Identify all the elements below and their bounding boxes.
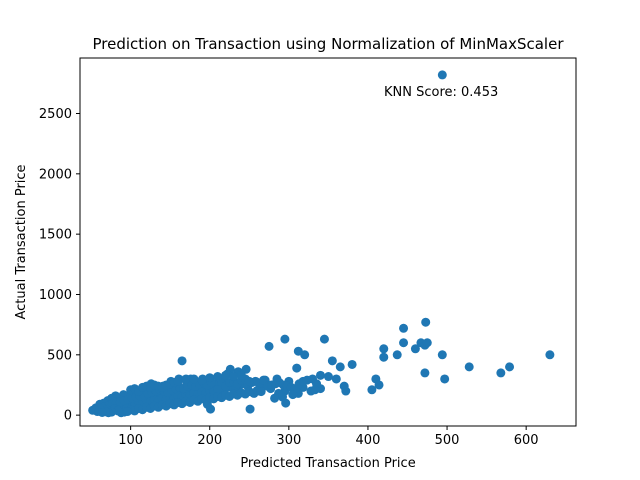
data-point-271	[97, 407, 107, 417]
data-point-285	[181, 374, 191, 384]
data-point-162	[244, 376, 254, 386]
data-point-9	[335, 362, 345, 372]
data-point-302	[421, 317, 431, 327]
data-point-124	[302, 375, 312, 385]
data-point-295	[392, 350, 402, 360]
data-point-16	[323, 372, 333, 382]
y-tick-label-1: 500	[47, 348, 72, 363]
data-points	[88, 70, 555, 418]
data-point-1	[177, 356, 187, 366]
y-tick-label-2: 1000	[39, 288, 72, 303]
data-point-312	[374, 380, 384, 390]
data-point-34	[241, 364, 251, 374]
data-point-291	[228, 372, 238, 382]
data-point-191	[213, 385, 223, 395]
data-point-287	[197, 375, 207, 385]
x-tick-label-3: 400	[356, 433, 381, 448]
data-point-3	[280, 334, 290, 344]
data-point-309	[545, 350, 555, 360]
data-point-0	[437, 70, 447, 80]
plot-frame	[79, 57, 577, 427]
data-point-8	[327, 356, 337, 366]
data-point-293	[379, 344, 389, 354]
data-point-289	[213, 372, 223, 382]
data-point-127	[288, 390, 298, 400]
data-point-298	[410, 344, 420, 354]
x-tick-label-5: 600	[514, 433, 539, 448]
y-tick-label-5: 2500	[39, 107, 72, 122]
data-point-28	[270, 393, 280, 403]
data-point-284	[173, 376, 183, 386]
data-point-290	[221, 370, 231, 380]
data-point-33	[245, 404, 255, 414]
data-point-308	[505, 362, 515, 372]
data-point-296	[399, 338, 409, 348]
chart-title: Prediction on Transaction using Normaliz…	[93, 35, 565, 53]
data-point-11	[315, 370, 325, 380]
data-point-304	[437, 350, 447, 360]
data-point-126	[310, 385, 320, 395]
data-point-303	[420, 368, 430, 378]
knn-score-annotation: KNN Score: 0.453	[384, 85, 498, 100]
data-point-7	[347, 359, 357, 369]
x-tick-label-1: 200	[197, 433, 222, 448]
data-point-305	[440, 374, 450, 384]
y-tick-label-4: 2000	[39, 167, 72, 182]
data-point-297	[399, 323, 409, 333]
x-tick-label-2: 300	[276, 433, 301, 448]
y-tick-label-3: 1500	[39, 228, 72, 243]
y-axis-ticks: 0 500 1000 1500 2000 2500	[39, 107, 80, 424]
data-point-19	[341, 386, 351, 396]
data-point-6	[300, 350, 310, 360]
data-point-294	[379, 352, 389, 362]
data-point-10	[292, 363, 302, 373]
data-point-288	[205, 373, 215, 383]
data-point-286	[189, 374, 199, 384]
data-point-292	[236, 370, 246, 380]
data-point-310	[367, 385, 377, 395]
data-point-307	[496, 368, 506, 378]
data-point-4	[319, 334, 329, 344]
x-axis-title: Predicted Transaction Price	[240, 456, 415, 471]
x-axis-ticks: 100 200 300 400 500 600	[118, 426, 539, 448]
data-point-306	[464, 362, 474, 372]
y-tick-label-0: 0	[64, 409, 72, 424]
data-point-263	[256, 387, 266, 397]
x-tick-label-4: 500	[435, 433, 460, 448]
data-point-266	[122, 407, 132, 417]
y-axis-title: Actual Transaction Price	[14, 164, 29, 319]
data-point-301	[422, 338, 432, 348]
data-point-2	[264, 341, 274, 351]
x-tick-label-0: 100	[118, 433, 143, 448]
data-point-17	[331, 374, 341, 384]
